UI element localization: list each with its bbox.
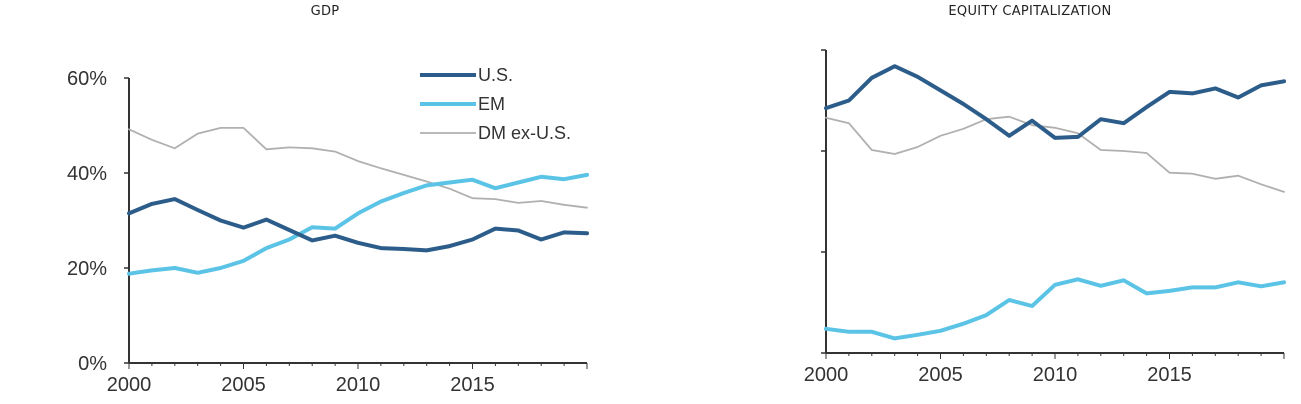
gdp-legend-label-dm: DM ex-U.S.: [478, 123, 571, 143]
equity-series-us: [824, 64, 1286, 140]
equity-x-tick-label: 2005: [918, 364, 963, 386]
gdp-legend-label-em: EM: [478, 94, 505, 114]
equity-series-dm: [825, 115, 1285, 193]
gdp-y-tick-label: 0%: [78, 353, 107, 375]
gdp-x-tick-label: 2005: [221, 374, 266, 396]
equity-x-tick-label: 2010: [1033, 364, 1078, 386]
equity-x-tick-label: 2015: [1147, 364, 1192, 386]
gdp-chart-title: GDP: [310, 4, 340, 19]
equity-x-tick-label: 2000: [804, 364, 849, 386]
gdp-x-tick-label: 2015: [450, 374, 495, 396]
gdp-x-tick-label: 2000: [107, 374, 152, 396]
equity-series-em: [824, 277, 1286, 341]
gdp-legend-label-us: U.S.: [478, 65, 513, 85]
gdp-y-tick-label: 40%: [67, 163, 107, 185]
gdp-y-tick-label: 20%: [67, 258, 107, 280]
gdp-y-tick-label: 60%: [67, 68, 107, 90]
gdp-series-dm: [128, 127, 588, 209]
equity-chart-title: EQUITY CAPITALIZATION: [948, 4, 1112, 19]
gdp-series-em: [127, 172, 589, 276]
gdp-x-tick-label: 2010: [336, 374, 381, 396]
gdp-series-us: [127, 197, 589, 253]
